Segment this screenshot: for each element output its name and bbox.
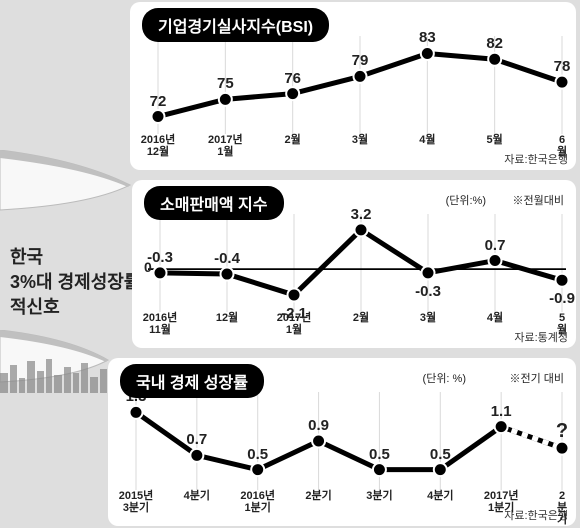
value-label: 0.9 [308,417,329,434]
value-label: -0.3 [415,283,441,300]
panel-retail: 소매판매액 지수 자료:통계청 0-0.3-0.4-2.13.2-0.30.7-… [132,180,576,348]
unit-text: (단위: %) [423,370,466,386]
x-axis-label: 2월 [285,134,301,146]
x-axis-label: 4월 [419,134,435,146]
x-axis-label: 2016년11월 [143,312,178,336]
panel-retail-title: 소매판매액 지수 [144,186,284,220]
value-label: 72 [150,93,167,110]
value-label: 0.5 [247,446,268,463]
value-label: -0.9 [549,290,575,307]
sidebar-line1: 한국 [10,245,140,270]
unit-text: (단위:%) [446,192,486,208]
note-text: ※전월대비 [513,192,564,208]
value-label: 75 [217,75,234,92]
x-axis-label: 5월 [487,134,503,146]
x-axis-label: 4월 [487,312,503,324]
value-label: 78 [554,58,571,75]
panel-gdp: 국내 경제 성장률 자료:한국은행 1.30.70.50.90.50.51.1?… [108,358,576,526]
value-label: 0.5 [369,446,390,463]
value-label: 76 [284,70,301,87]
x-axis-label: 3월 [420,312,436,324]
x-axis-label: 2016년12월 [141,134,176,158]
panel-bsi-title: 기업경기실사지수(BSI) [142,8,329,42]
value-label: 1.1 [491,403,512,420]
x-axis-label: 3월 [352,134,368,146]
sidebar-caption: 한국 3%대 경제성장률 적신호 [10,245,140,321]
x-axis-label: 2분기 [555,490,569,526]
x-axis-label: 4분기 [427,490,453,502]
value-label: 0.5 [430,446,451,463]
x-axis-label: 2017년1분기 [484,490,519,514]
sidebar-line2: 3%대 경제성장률 [10,270,140,295]
value-label: ? [556,420,568,443]
x-axis-label: 2015년3분기 [119,490,154,514]
city-silhouette [0,353,120,393]
note-text: ※전기 대비 [509,370,564,386]
value-label: 82 [486,35,503,52]
x-axis-label: 3분기 [366,490,392,502]
value-label: 0.7 [485,237,506,254]
x-axis-label: 2월 [353,312,369,324]
x-axis-label: 5월 [555,312,569,336]
x-axis-label: 4분기 [184,490,210,502]
value-label: -0.4 [214,250,240,267]
value-label: -0.3 [147,249,173,266]
sidebar-line3: 적신호 [10,295,140,320]
value-label: 79 [352,52,369,69]
value-label: 3.2 [351,206,372,223]
value-label: 83 [419,29,436,46]
x-axis-label: 2016년1분기 [240,490,275,514]
x-axis-label: 2017년1월 [208,134,243,158]
x-axis-label: 12월 [216,312,238,324]
x-axis-label: 2분기 [305,490,331,502]
x-axis-label: 2017년1월 [277,312,312,336]
page-curl-top [0,150,140,230]
panel-bsi: 기업경기실사지수(BSI) 자료:한국은행 727576798382782016… [130,2,576,170]
value-label: 0.7 [186,431,207,448]
panel-gdp-title: 국내 경제 성장률 [120,364,264,398]
x-axis-label: 6월 [555,134,569,158]
